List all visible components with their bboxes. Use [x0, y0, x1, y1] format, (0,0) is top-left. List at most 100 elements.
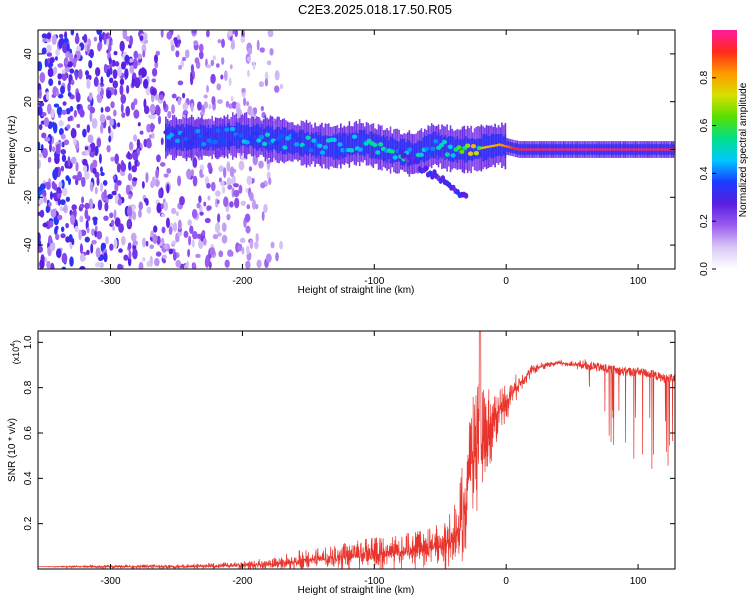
spectrogram-noise-cell — [94, 186, 98, 195]
spectrogram-noise-cell — [239, 237, 246, 243]
spectrogram-noise-cell — [177, 97, 181, 106]
spectrogram-noise-cell — [142, 78, 149, 89]
snr-y-scale-prefix: (x10 — [11, 347, 21, 365]
spectrogram-noise-cell — [229, 64, 233, 70]
spectrogram-noise-cell — [38, 82, 42, 92]
spectrogram-noise-cell — [196, 202, 201, 209]
spectrogram-noise-cell — [38, 232, 41, 243]
spectrogram-noise-cell — [75, 178, 79, 186]
spectrogram-noise-cell — [163, 173, 169, 178]
spectrogram-noise-cell — [240, 200, 246, 206]
spectrogram-ridge-core — [470, 143, 477, 149]
spectrogram-noise-cell — [166, 31, 173, 40]
spectrogram-noise-cell — [233, 189, 240, 198]
spectrogram-ridge-core — [392, 155, 398, 160]
spectrogram-ridge-core — [276, 136, 282, 141]
spectrogram-noise-cell — [181, 56, 187, 62]
spectrogram-noise-cell — [174, 37, 178, 48]
spectrogram-noise-cell — [165, 217, 170, 229]
spectrogram-noise-cell — [234, 30, 238, 38]
spectrogram-noise-cell — [253, 241, 259, 250]
colorbar-tick-label: 0.4 — [699, 166, 710, 180]
spectrogram-noise-cell — [81, 176, 86, 188]
spectrogram-noise-cell — [57, 73, 63, 80]
spectrogram-noise-cell — [103, 33, 107, 45]
spectrogram-ridge-mid — [214, 127, 217, 148]
spectrogram-ridge-core — [215, 128, 221, 133]
spectrogram-ridge-mid — [309, 134, 311, 154]
spectrogram-noise-cell — [45, 91, 49, 101]
spectrogram-ridge-core — [657, 148, 661, 151]
spectrogram-ridge-mid — [266, 126, 268, 151]
spectrogram-ridge-core — [521, 148, 525, 151]
spectrogram-noise-cell — [99, 262, 104, 268]
spectrogram-ridge-mid — [225, 126, 227, 148]
spectrogram-noise-cell — [179, 196, 185, 206]
spectrogram-ridge-mid — [329, 136, 332, 158]
spectrogram-ridge-core — [587, 148, 592, 151]
spectrogram-noise-cell — [208, 261, 212, 269]
spectrogram-noise-cell — [199, 169, 203, 176]
spectrogram-ridge-core — [465, 143, 471, 148]
spectrogram-noise-cell — [153, 225, 158, 233]
spectrogram-noise-cell — [94, 76, 98, 87]
spectrogram-noise-cell — [244, 213, 251, 223]
colorbar: 0.0 0.2 0.4 0.6 0.8 Normalized spectral ampl… — [699, 30, 749, 276]
spectrogram-noise-cell — [38, 159, 41, 169]
spectrogram-noise-cell — [270, 241, 275, 249]
spectrogram-ridge-core — [561, 148, 566, 151]
spectrogram-noise-cell — [217, 232, 222, 237]
spectrogram-noise-cell — [226, 161, 231, 172]
spectrogram-noise-cell — [109, 77, 114, 84]
spectrogram-noise-cell — [143, 68, 147, 77]
spectrogram-noise-cell — [79, 203, 85, 209]
spectrogram-noise-cell — [143, 138, 148, 148]
spectrogram-noise-cell — [132, 134, 138, 142]
spectrogram-noise-cell — [137, 161, 140, 167]
spectrogram-ridge-core — [552, 148, 557, 151]
spectrogram-noise-cell — [68, 234, 73, 243]
spectrogram-ridge-core — [349, 148, 355, 153]
spectrogram-noise-cell — [231, 39, 235, 50]
spectrogram-noise-cell — [204, 217, 211, 224]
spectrogram-ridge-mid — [413, 143, 416, 165]
spectrogram-ridge-core — [351, 134, 358, 139]
spectrogram-noise-cell — [127, 242, 132, 250]
spectrogram-noise-cell — [233, 183, 239, 188]
spectrogram-noise-cell — [38, 89, 42, 99]
spectrogram-noise-cell — [131, 77, 136, 88]
spectrogram-ridge-mid — [334, 135, 337, 159]
spectrogram-noise-cell — [60, 199, 66, 206]
spectrogram-noise-cell — [118, 223, 124, 233]
spectrogram-noise-cell — [206, 85, 209, 93]
spectrogram-ridge-core — [590, 148, 595, 151]
spectrogram-ridge-core — [541, 148, 545, 151]
spectrogram-noise-cell — [191, 239, 195, 248]
spectrogram-noise-cell — [223, 167, 227, 179]
spectrogram-noise-cell — [138, 201, 143, 211]
spectrogram-noise-cell — [194, 57, 200, 64]
spectrogram-noise-cell — [47, 67, 54, 78]
spectrogram-noise-cell — [146, 261, 151, 268]
spectrogram-branch-cell — [415, 158, 420, 165]
spectrogram-noise-cell — [211, 95, 216, 106]
spectrogram-noise-cell — [108, 125, 111, 134]
spectrogram-noise-cell — [72, 175, 79, 180]
spectrogram-noise-cell — [50, 108, 55, 119]
spectrogram-noise-cell — [46, 260, 51, 269]
spectrogram-noise-cell — [191, 30, 197, 35]
spectrogram-noise-cell — [58, 33, 64, 39]
spectrogram-noise-cell — [256, 259, 262, 269]
spectrogram-ridge-mid — [221, 126, 224, 148]
spectrogram-noise-cell — [76, 123, 81, 128]
spectrogram-noise-cell — [60, 226, 65, 233]
colorbar-bar — [712, 30, 737, 269]
spectrogram-noise-cell — [109, 118, 114, 127]
spectrogram-noise-cell — [49, 57, 55, 64]
spectrogram-noise-cell — [209, 247, 216, 256]
spectrogram-ridge-mid — [283, 127, 286, 155]
spectrogram-noise-cell — [86, 43, 90, 55]
spectrogram-noise-cell — [157, 115, 162, 125]
spectrogram-noise-cell — [206, 30, 210, 38]
y-tick-label: 0.8 — [23, 380, 34, 394]
